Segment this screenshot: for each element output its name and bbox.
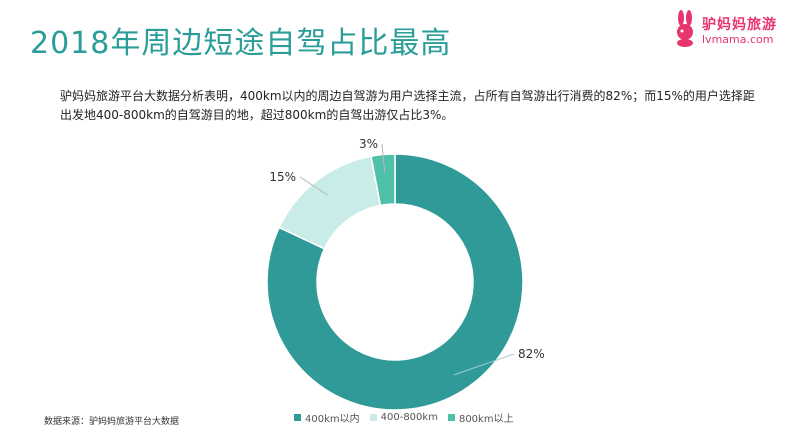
description-text: 驴妈妈旅游平台大数据分析表明，400km以内的周边自驾游为用户选择主流，占所有自… bbox=[60, 89, 755, 122]
rabbit-logo-icon bbox=[677, 10, 693, 47]
legend-label-3: 800km以上 bbox=[458, 414, 514, 425]
legend-swatch-2 bbox=[369, 414, 377, 421]
leader-line-2 bbox=[299, 176, 328, 196]
legend-item-3: 800km以上 bbox=[447, 410, 514, 425]
page-title: 2018年周边短途自驾占比最高 bbox=[30, 26, 452, 61]
leader-lines bbox=[299, 143, 515, 376]
legend-item-2: 400-800km bbox=[369, 412, 438, 423]
logo-text-en: lvmama.com bbox=[702, 33, 774, 46]
donut-slices bbox=[266, 153, 524, 411]
brand-logo: 驴妈妈旅游 lvmama.com bbox=[672, 10, 782, 50]
value-label-2: 15% bbox=[269, 170, 296, 184]
leader-line-3 bbox=[381, 143, 386, 173]
data-source: 数据来源：驴妈妈旅游平台大数据 bbox=[44, 417, 180, 427]
logo-text-cn: 驴妈妈旅游 bbox=[702, 17, 777, 33]
legend-swatch-1 bbox=[294, 414, 301, 421]
value-labels: 82% 15% 3% bbox=[269, 137, 544, 361]
value-label-3: 3% bbox=[359, 137, 378, 151]
slice-3 bbox=[370, 153, 396, 207]
value-label-1: 82% bbox=[518, 347, 545, 361]
legend-label-1: 400km以内 bbox=[305, 414, 360, 425]
legend-swatch-3 bbox=[447, 414, 455, 421]
leader-line-1 bbox=[453, 353, 515, 376]
chart-legend: 400km以内 400-800km 800km以上 bbox=[294, 410, 514, 425]
legend-label-2: 400-800km bbox=[380, 412, 438, 423]
slice-1 bbox=[266, 153, 524, 411]
legend-item-1: 400km以内 bbox=[294, 410, 360, 425]
